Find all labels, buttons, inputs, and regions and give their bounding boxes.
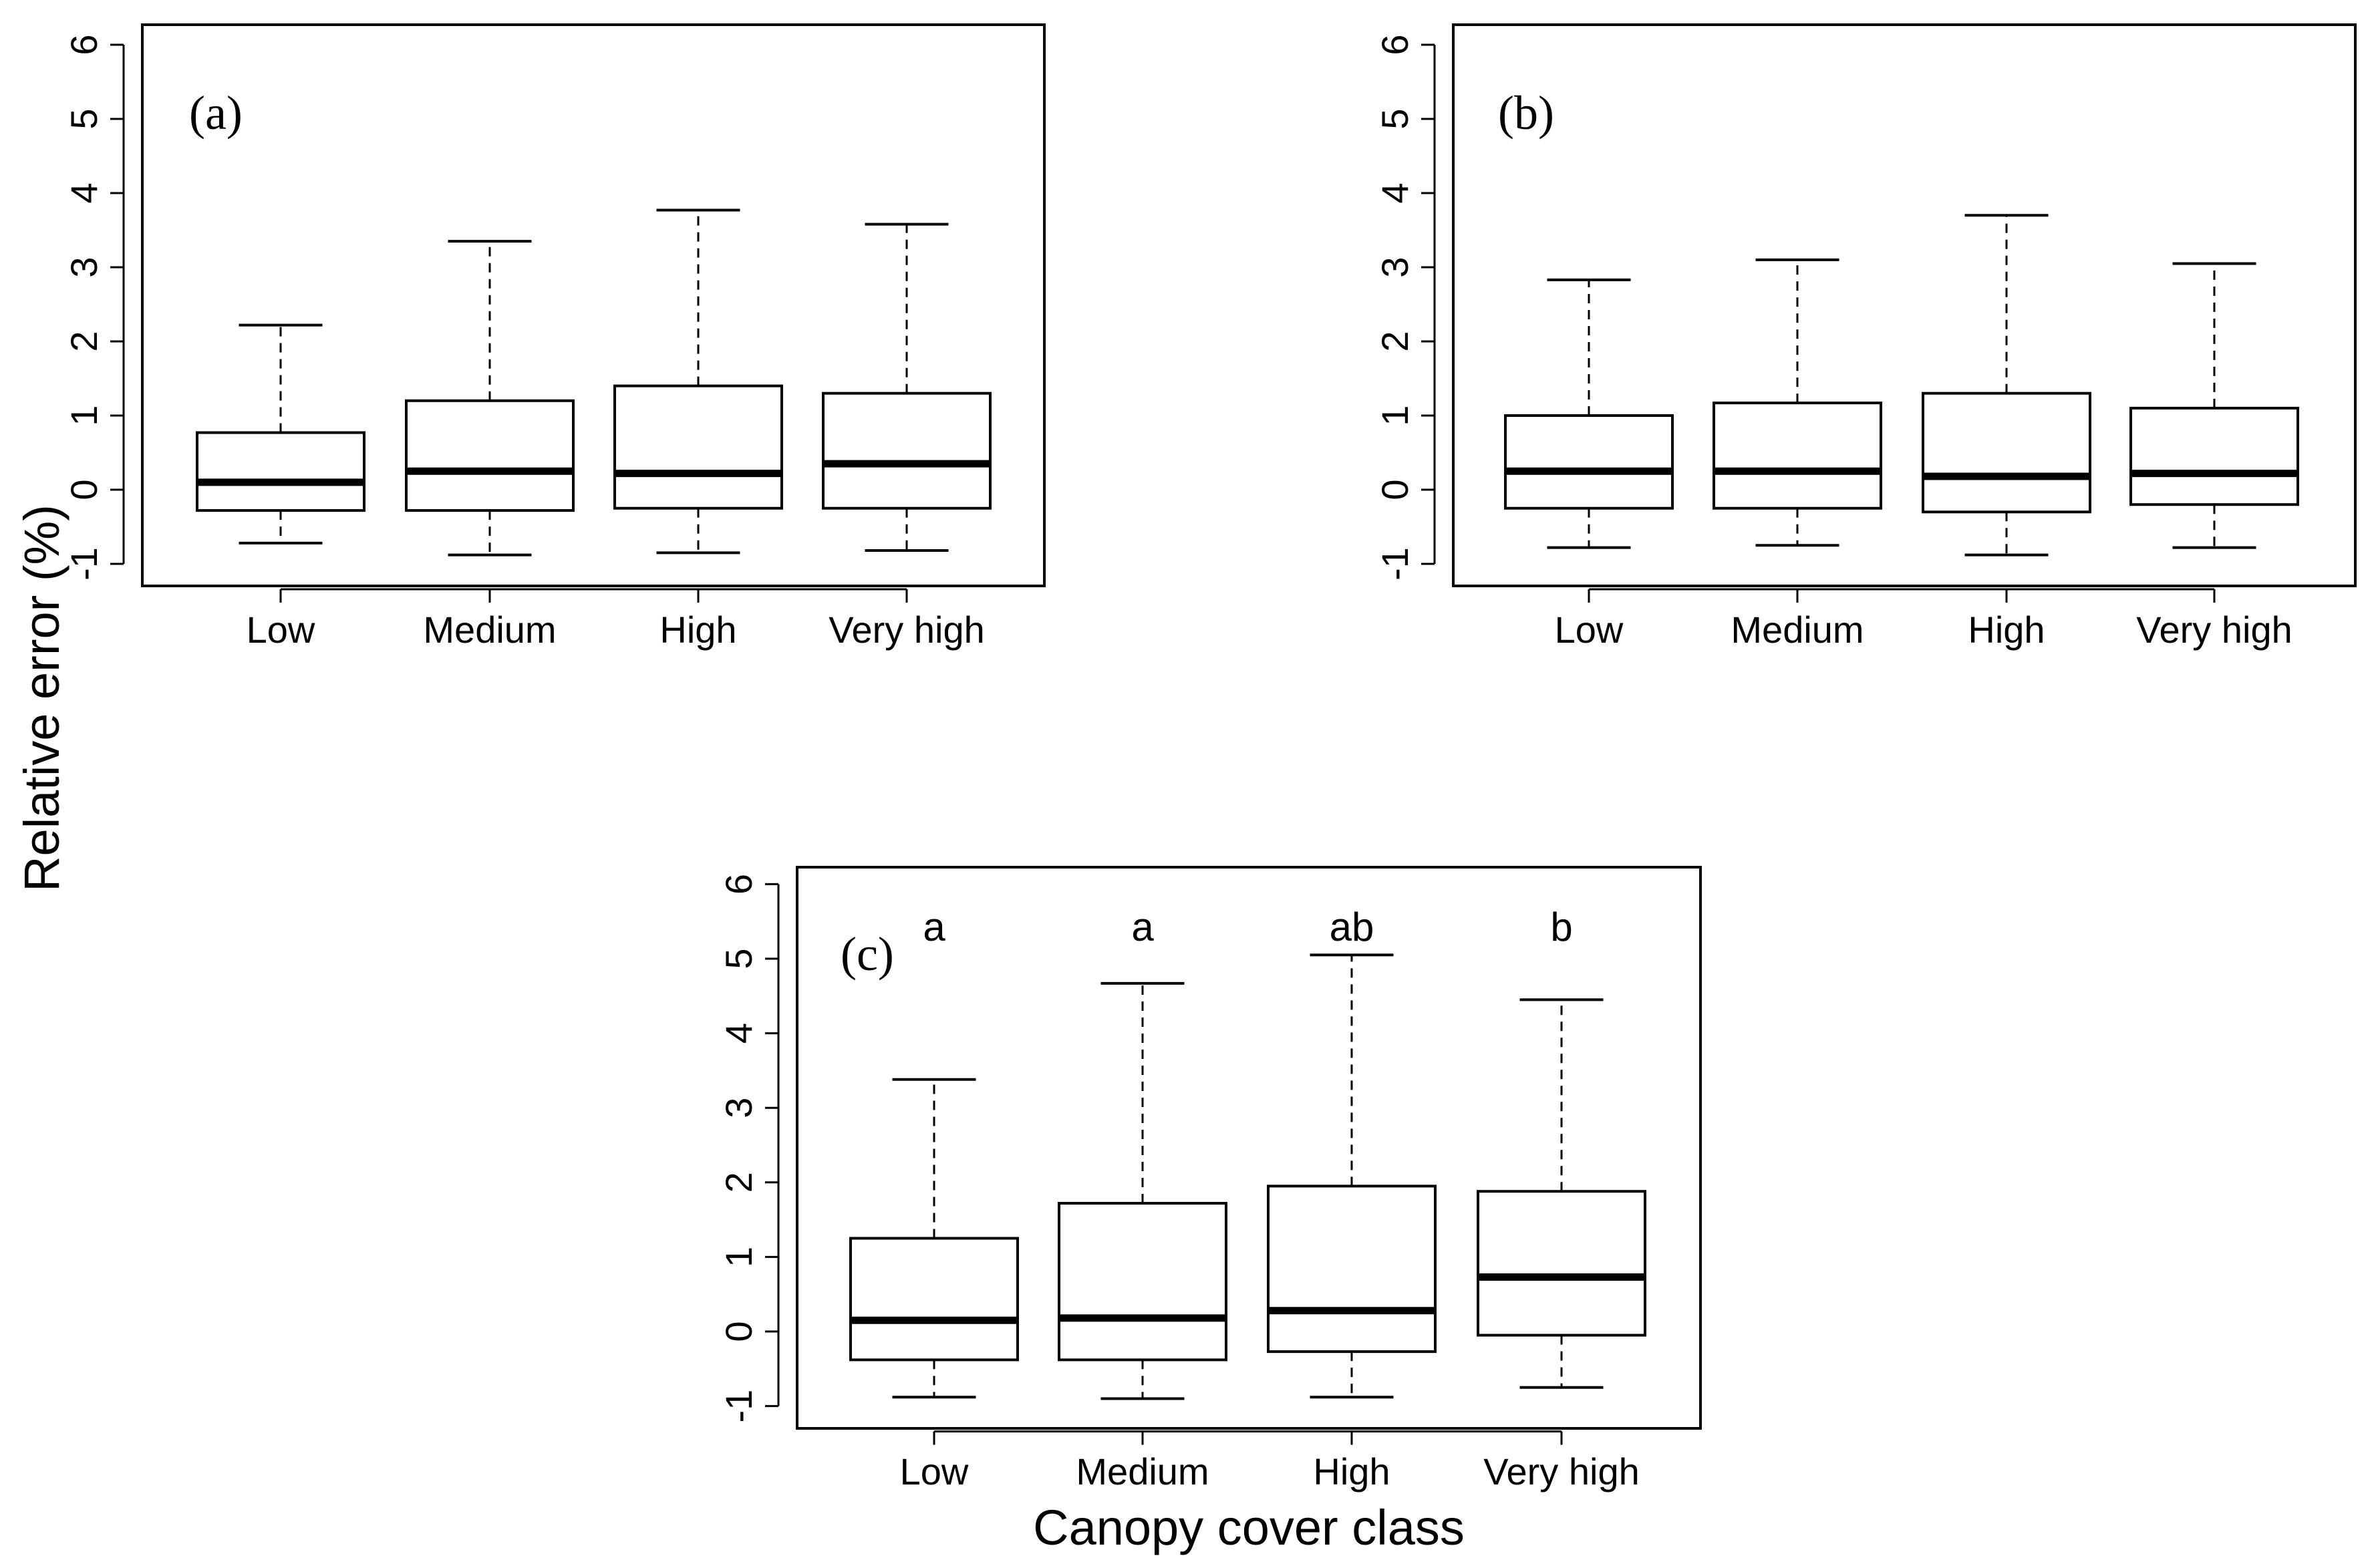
- significance-letter: a: [1131, 905, 1154, 949]
- panel-a: -1 0 1 2 3 4 5 6 Low Medium High Very high (a): [63, 23, 1046, 651]
- box: [1504, 414, 1674, 510]
- panel-label: (b): [1498, 86, 1554, 140]
- y-tick-label: 5: [1374, 108, 1416, 129]
- y-tick-label: -1: [63, 547, 105, 581]
- y-tick-label: 1: [63, 405, 105, 426]
- plot-frame: [1452, 23, 2357, 587]
- box: [196, 431, 365, 512]
- x-tick-label: High: [1313, 1450, 1390, 1493]
- plot-frame: [141, 23, 1046, 587]
- x-tick-label: Medium: [1731, 609, 1864, 651]
- significance-letters: a a ab b: [923, 905, 1572, 949]
- y-tick-label: 1: [1374, 405, 1416, 426]
- y-axis: -1 0 1 2 3 4 5 6: [63, 34, 125, 581]
- x-axis: Low Medium High Very high: [1555, 588, 2292, 651]
- panel-c: -1 0 1 2 3 4 5 6 Low Medium High Very high a a ab b (…: [718, 866, 1702, 1493]
- y-tick-label: 4: [63, 182, 105, 203]
- y-tick-label: -1: [1374, 547, 1416, 581]
- y-tick-label: 3: [718, 1098, 760, 1118]
- x-axis-title: Canopy cover class: [1033, 1500, 1465, 1555]
- box: [613, 384, 783, 510]
- y-tick-label: 4: [718, 1023, 760, 1044]
- x-tick-label: High: [1968, 609, 2045, 651]
- x-axis: Low Medium High Very high: [247, 588, 985, 651]
- box: [1713, 402, 1882, 510]
- x-tick-label: Medium: [423, 609, 556, 651]
- panel-label: (a): [189, 86, 243, 140]
- panel-b: -1 0 1 2 3 4 5 6 Low Medium High Very high (b): [1374, 23, 2357, 651]
- x-tick-label: Low: [1555, 609, 1624, 651]
- significance-letter: b: [1550, 905, 1572, 949]
- y-tick-label: 0: [1374, 479, 1416, 500]
- box: [1267, 1185, 1437, 1354]
- y-tick-label: 6: [63, 34, 105, 55]
- panel-label: (c): [841, 927, 894, 981]
- box: [1058, 1202, 1227, 1362]
- box: [822, 391, 992, 510]
- x-tick-label: Low: [247, 609, 315, 651]
- y-tick-label: 4: [1374, 182, 1416, 203]
- y-axis: -1 0 1 2 3 4 5 6: [718, 874, 780, 1423]
- box: [2129, 406, 2299, 506]
- box: [1477, 1190, 1646, 1337]
- y-tick-label: 2: [1374, 331, 1416, 351]
- y-axis: -1 0 1 2 3 4 5 6: [1374, 34, 1436, 581]
- y-tick-label: 5: [718, 948, 760, 969]
- box: [849, 1237, 1019, 1362]
- y-tick-label: 3: [63, 257, 105, 277]
- significance-letter: ab: [1330, 905, 1374, 949]
- x-tick-label: High: [659, 609, 736, 651]
- x-tick-label: Medium: [1076, 1450, 1209, 1493]
- x-tick-label: Very high: [1483, 1450, 1640, 1493]
- y-tick-label: 5: [63, 108, 105, 129]
- x-axis: Low Medium High Very high: [900, 1430, 1640, 1493]
- x-tick-label: Low: [900, 1450, 969, 1493]
- y-tick-label: 6: [718, 874, 760, 895]
- box-marks: [1504, 214, 2299, 557]
- box: [1922, 391, 2091, 514]
- box-marks: [849, 953, 1646, 1400]
- significance-letter: a: [923, 905, 945, 949]
- y-tick-label: 2: [63, 331, 105, 351]
- box-marks: [196, 208, 992, 557]
- y-axis-title: Relative error (%): [14, 504, 69, 892]
- y-tick-label: 3: [1374, 257, 1416, 277]
- y-tick-label: 0: [63, 479, 105, 500]
- plot-frame: [796, 866, 1702, 1430]
- x-tick-label: Very high: [829, 609, 985, 651]
- y-tick-label: -1: [718, 1390, 760, 1423]
- y-tick-label: 2: [718, 1172, 760, 1193]
- box: [405, 399, 575, 512]
- y-tick-label: 0: [718, 1321, 760, 1342]
- y-tick-label: 6: [1374, 34, 1416, 55]
- y-tick-label: 1: [718, 1247, 760, 1267]
- x-tick-label: Very high: [2136, 609, 2292, 651]
